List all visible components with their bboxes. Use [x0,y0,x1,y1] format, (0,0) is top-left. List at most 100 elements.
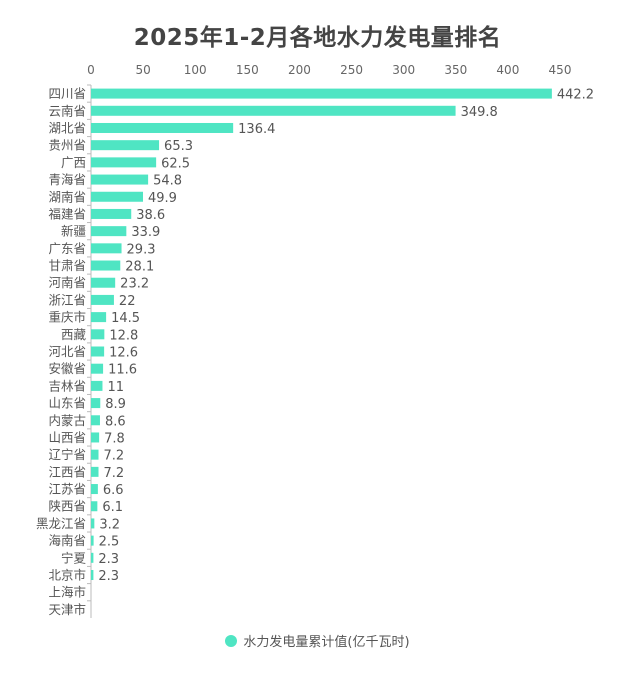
data-label: 136.4 [238,122,275,137]
data-label: 442.2 [557,88,594,103]
bar [91,88,552,99]
bar [91,312,107,323]
data-label: 22 [119,294,136,309]
x-tick-label: 150 [236,63,259,77]
y-tick-label: 内蒙古 [48,413,86,428]
data-label: 6.1 [102,500,123,515]
bar [91,518,95,529]
bar [91,174,149,185]
y-tick-label: 江西省 [48,464,86,479]
bar [91,294,114,305]
y-tick-label: 重庆市 [48,310,86,325]
data-label: 62.5 [161,156,190,171]
x-tick-label: 400 [496,63,519,77]
y-tick-label: 吉林省 [48,378,86,393]
bar [91,226,127,237]
y-tick-label: 湖南省 [48,189,86,204]
y-tick-label: 广东省 [48,241,86,256]
data-label: 2.3 [98,552,119,567]
bar [91,105,456,116]
legend[interactable]: 水力发电量累计值(亿千瓦时) [0,631,635,650]
y-tick-label: 北京市 [48,568,86,583]
bar [91,535,94,546]
data-label: 6.6 [103,483,124,498]
y-tick-label: 山西省 [48,430,86,445]
data-label: 49.9 [148,191,177,206]
bar [91,191,144,202]
x-tick-label: 450 [549,63,572,77]
bar [91,380,103,391]
bar [91,329,105,340]
data-label: 14.5 [111,311,140,326]
y-tick-label: 黑龙江省 [36,516,86,531]
data-label: 3.2 [99,517,120,532]
x-tick-label: 100 [184,63,207,77]
data-label: 54.8 [153,174,182,189]
y-tick-label: 安徽省 [48,361,86,376]
y-tick-label: 河南省 [48,275,86,290]
y-tick-label: 甘肃省 [48,258,86,273]
bar [91,398,101,409]
bar [91,501,98,512]
data-label: 7.8 [104,431,125,446]
data-label: 2.3 [98,569,119,584]
bar [91,484,98,495]
x-tick-label: 200 [288,63,311,77]
legend-marker [225,635,238,647]
y-tick-label: 广西 [61,155,86,170]
bar [91,157,157,168]
data-label: 23.2 [120,277,149,292]
y-tick-label: 四川省 [48,86,86,101]
chart-title: 2025年1-2月各地水力发电量排名 [133,25,502,51]
bar [91,449,99,460]
y-tick-label: 河北省 [48,344,86,359]
data-label: 11 [107,380,124,395]
bar [91,122,234,133]
y-tick-label: 贵州省 [48,138,86,153]
data-label: 7.2 [104,449,125,464]
bar [91,260,121,271]
bar [91,346,105,357]
bar [91,243,122,254]
data-label: 7.2 [104,466,125,481]
data-label: 8.6 [105,414,126,429]
y-tick-label: 湖北省 [48,120,86,135]
y-tick-label: 江苏省 [48,482,86,497]
x-tick-label: 300 [392,63,415,77]
data-label: 349.8 [461,105,498,120]
y-tick-label: 海南省 [48,533,86,548]
y-tick-label: 浙江省 [48,292,86,307]
data-label: 2.5 [99,535,120,550]
data-label: 8.9 [105,397,126,412]
bar [91,552,94,563]
data-label: 11.6 [108,363,137,378]
bar [91,208,132,219]
data-label: 12.8 [109,328,138,343]
y-tick-label: 青海省 [48,172,86,187]
x-tick-label: 50 [135,63,150,77]
y-tick-label: 天津市 [48,602,86,617]
bar [91,140,160,151]
y-tick-label: 福建省 [48,206,86,221]
legend-label: 水力发电量累计值(亿千瓦时) [243,635,410,650]
data-label: 38.6 [136,208,165,223]
y-tick-label: 云南省 [48,103,86,118]
data-label: 12.6 [109,346,138,361]
data-label: 33.9 [131,225,160,240]
y-tick-label: 山东省 [48,396,86,411]
bar [91,415,100,426]
y-tick-label: 辽宁省 [48,447,86,462]
x-tick-label: 350 [444,63,467,77]
y-tick-label: 上海市 [48,585,86,600]
y-tick-label: 西藏 [61,327,87,342]
y-tick-label: 宁夏 [61,550,87,565]
data-label: 65.3 [164,139,193,154]
bar [91,432,100,443]
bar [91,466,99,477]
bar [91,363,104,374]
bar [91,570,94,581]
data-label: 28.1 [125,260,154,275]
x-tick-label: 250 [340,63,363,77]
bar [91,277,116,288]
